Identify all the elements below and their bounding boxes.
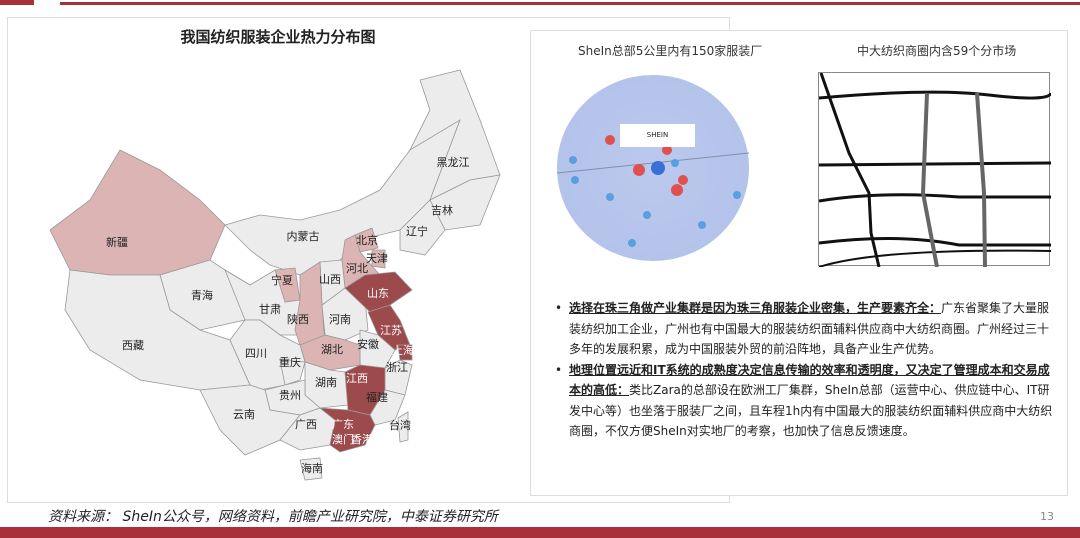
- province-8: [371, 249, 386, 269]
- analysis-bullets: 选择在珠三角做产业集群是因为珠三角服装企业密集，生产要素齐全：广东省聚集了大量服…: [555, 298, 1055, 442]
- province-label: 河北: [346, 262, 368, 275]
- bullet-text: 广东省聚集了大量服装纺织加工企业，广州也有中国最大的服装纺织面辅料供应商中大纺织…: [569, 301, 1050, 356]
- page-number: 13: [1040, 510, 1054, 523]
- province-label: 江苏: [380, 324, 402, 337]
- province-label: 辽宁: [406, 224, 428, 238]
- province-label: 重庆: [279, 355, 301, 369]
- province-label: 江西: [346, 372, 368, 385]
- footer-bar: [0, 527, 1080, 538]
- province-label: 新疆: [106, 235, 128, 249]
- province-label: 四川: [245, 347, 267, 360]
- province-33: [299, 457, 323, 481]
- province-label: 上海: [392, 343, 414, 357]
- province-29: [318, 407, 376, 453]
- province-label: 吉林: [431, 203, 453, 217]
- bullet-heading: 选择在珠三角做产业集群是因为珠三角服装企业密集，生产要素齐全：: [569, 301, 942, 315]
- province-label: 宁夏: [271, 273, 293, 287]
- province-label: 山西: [319, 273, 341, 286]
- bullet-item: 地理位置远近和IT系统的成熟度决定信息传输的效率和透明度，又决定了管理成本和交易…: [555, 360, 1055, 442]
- province-0: [49, 149, 226, 276]
- province-label: 澳门: [332, 432, 354, 446]
- province-label: 西藏: [122, 339, 144, 352]
- province-label: 黑龙江: [437, 156, 470, 169]
- zhongda-road-map: [818, 72, 1053, 268]
- shein-hq-label: SHEIN: [620, 124, 695, 147]
- header-accent: [0, 0, 34, 5]
- province-label: 福建: [366, 390, 388, 404]
- province-label: 陕西: [287, 312, 309, 326]
- shein-map-caption: SheIn总部5公里内有150家服装厂: [578, 44, 763, 58]
- province-label: 青海: [191, 288, 213, 302]
- shein-radius-map: [557, 75, 749, 261]
- province-label: 甘肃: [259, 303, 281, 316]
- province-17: [397, 344, 413, 361]
- province-label: 河南: [329, 313, 351, 326]
- province-label: 海南: [301, 461, 323, 475]
- province-label: 内蒙古: [287, 229, 320, 243]
- province-label: 湖南: [315, 376, 337, 389]
- province-label: 山东: [367, 287, 389, 300]
- bullet-heading: 地理位置远近和IT系统的成熟度决定信息传输的效率和透明度，又决定了管理成本和交易…: [569, 362, 1050, 398]
- province-label: 北京: [356, 233, 378, 247]
- province-32: [397, 411, 409, 443]
- province-6: [399, 199, 446, 256]
- header-line: [60, 2, 1080, 5]
- bullet-item: 选择在珠三角做产业集群是因为珠三角服装企业密集，生产要素齐全：广东省聚集了大量服…: [555, 298, 1055, 360]
- province-label: 云南: [233, 408, 255, 421]
- province-label: 贵州: [279, 389, 301, 402]
- province-label: 安徽: [357, 337, 379, 351]
- province-label: 天津: [366, 252, 388, 265]
- province-label: 湖北: [321, 343, 343, 356]
- zhongda-map-caption: 中大纺织商圈内含59个分市场: [857, 44, 1017, 58]
- province-label: 浙江: [386, 361, 408, 374]
- province-label: 香港: [351, 433, 373, 446]
- province-21: [279, 359, 306, 386]
- map-title: 我国纺织服装企业热力分布图: [158, 26, 398, 47]
- source-note: 资料来源： SheIn公众号，网络资料，前瞻产业研究院，中泰证券研究所: [48, 509, 498, 525]
- province-label: 广西: [295, 418, 317, 431]
- province-label: 台湾: [389, 418, 411, 432]
- bullet-text: 类比Zara的总部设在欧洲工厂集群，SheIn总部（运营中心、供应链中心、IT研…: [569, 383, 1053, 438]
- province-label: 广东: [332, 418, 354, 431]
